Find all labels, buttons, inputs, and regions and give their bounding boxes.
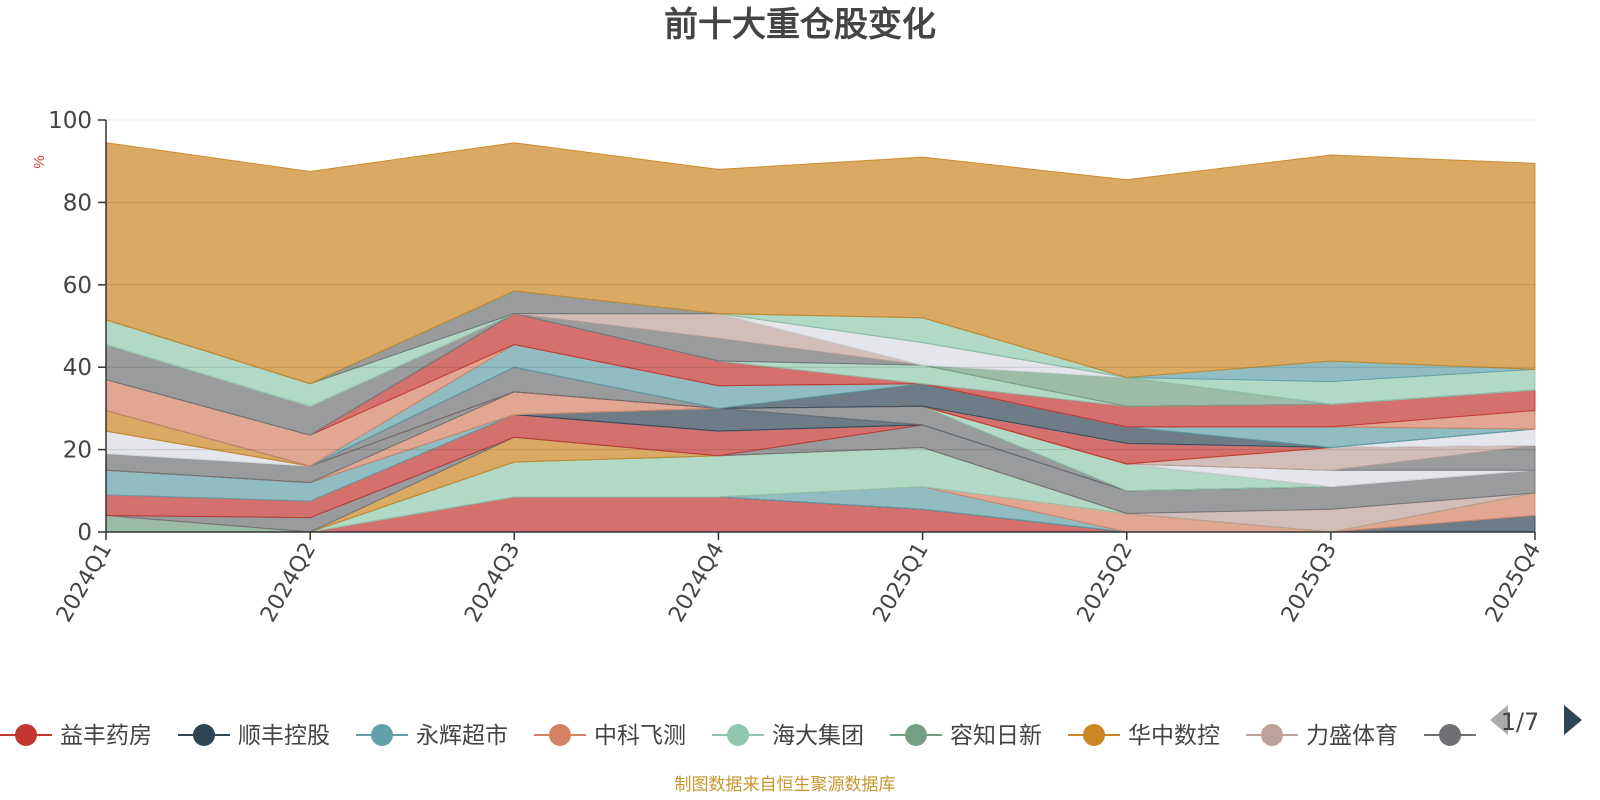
legend-item-1[interactable]: 益丰药房 xyxy=(0,723,152,749)
legend-page-indicator: 1/7 xyxy=(1501,708,1540,736)
legend-label: 力盛体育 xyxy=(1306,723,1398,749)
plot-area xyxy=(105,142,1536,533)
y-tick-label-3: 60 xyxy=(63,273,92,299)
y-tick-label-0: 0 xyxy=(77,520,92,546)
source-note: 制图数据来自恒生聚源数据库 xyxy=(675,775,896,795)
chart-title: 前十大重仓股变化 xyxy=(664,5,936,45)
legend-item-9[interactable] xyxy=(1424,724,1488,746)
legend-label: 海大集团 xyxy=(772,723,864,749)
legend-marker xyxy=(15,724,37,746)
legend-label: 容知日新 xyxy=(950,723,1042,749)
y-axis-unit-label: % xyxy=(31,155,48,168)
y-tick-label-2: 40 xyxy=(63,355,92,381)
x-tick-label-2: 2024Q3 xyxy=(460,539,525,627)
legend-marker xyxy=(371,724,393,746)
legend-item-5[interactable]: 海大集团 xyxy=(712,723,864,749)
area-series-37 xyxy=(105,142,1536,385)
x-tick-label-3: 2024Q4 xyxy=(664,539,729,627)
legend-label-cut xyxy=(1485,724,1488,746)
legend-prev-icon[interactable] xyxy=(1490,705,1508,735)
legend-next-icon[interactable] xyxy=(1564,705,1582,735)
legend-item-7[interactable]: 华中数控 xyxy=(1068,723,1220,749)
legend-marker xyxy=(905,724,927,746)
legend-label: 永辉超市 xyxy=(416,723,508,749)
legend[interactable]: 益丰药房 顺丰控股 永辉超市 中科飞测 海大集团 容知日新 华中数控 力盛体育 xyxy=(0,723,1488,749)
x-tick-label-1: 2024Q2 xyxy=(256,539,321,627)
legend-item-3[interactable]: 永辉超市 xyxy=(356,723,508,749)
legend-marker xyxy=(1261,724,1283,746)
legend-label: 中科飞测 xyxy=(594,723,686,749)
legend-marker xyxy=(193,724,215,746)
legend-marker xyxy=(549,724,571,746)
legend-marker xyxy=(1439,724,1461,746)
x-tick-label-7: 2025Q4 xyxy=(1481,539,1546,627)
y-tick-label-4: 80 xyxy=(63,190,92,216)
x-tick-label-5: 2025Q2 xyxy=(1073,539,1138,627)
legend-marker xyxy=(727,724,749,746)
legend-items: 益丰药房 顺丰控股 永辉超市 中科飞测 海大集团 容知日新 华中数控 力盛体育 xyxy=(0,723,1488,749)
legend-marker xyxy=(1083,724,1105,746)
legend-label: 益丰药房 xyxy=(60,723,152,749)
x-tick-label-6: 2025Q3 xyxy=(1277,539,1342,627)
legend-pager[interactable]: 1/7 xyxy=(1490,705,1582,736)
legend-item-8[interactable]: 力盛体育 xyxy=(1246,723,1398,749)
legend-label: 顺丰控股 xyxy=(238,723,330,749)
y-tick-label-5: 100 xyxy=(48,108,92,134)
y-tick-label-1: 20 xyxy=(63,438,92,464)
legend-item-4[interactable]: 中科飞测 xyxy=(534,723,686,749)
gridlines xyxy=(106,119,1535,451)
legend-label: 华中数控 xyxy=(1128,723,1220,749)
legend-item-2[interactable]: 顺丰控股 xyxy=(178,723,330,749)
x-tick-label-0: 2024Q1 xyxy=(52,539,117,627)
legend-item-6[interactable]: 容知日新 xyxy=(890,723,1042,749)
x-tick-label-4: 2025Q1 xyxy=(868,539,933,627)
